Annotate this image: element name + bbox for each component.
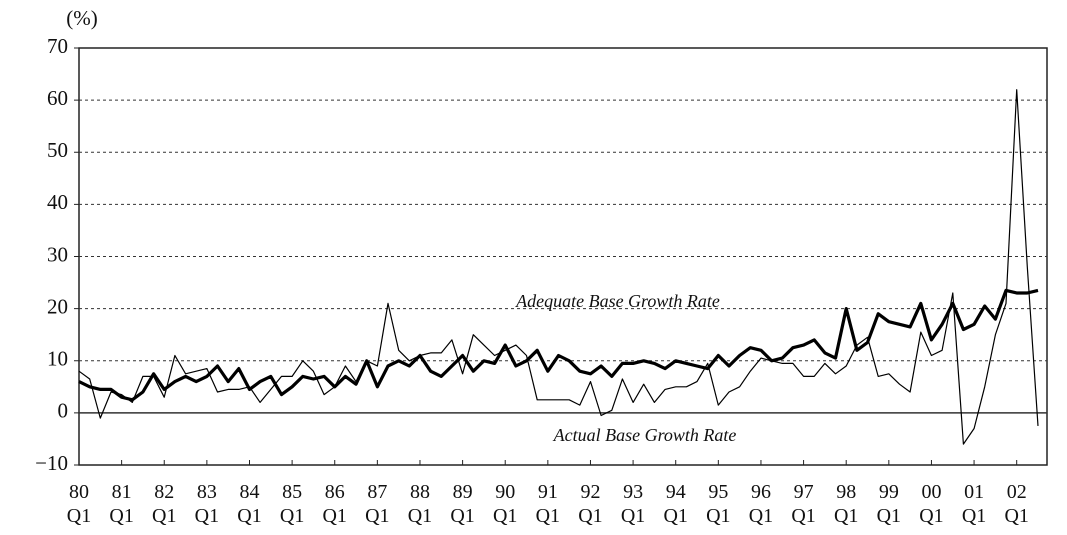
y-tick-label: 60 bbox=[47, 86, 68, 110]
x-tick-label: 85 Q1 bbox=[279, 481, 305, 527]
x-tick-label: 81 Q1 bbox=[109, 481, 134, 527]
x-tick-label: 98 Q1 bbox=[833, 481, 859, 527]
y-tick-label: −10 bbox=[35, 451, 68, 475]
x-tick-label: 82 Q1 bbox=[152, 481, 177, 527]
x-tick-label: 00 Q1 bbox=[919, 481, 944, 527]
x-tick-label: 95 Q1 bbox=[706, 481, 731, 527]
y-tick-label: 40 bbox=[47, 190, 68, 214]
x-tick-label: 01 Q1 bbox=[961, 481, 987, 527]
x-tick-label: 99 Q1 bbox=[876, 481, 902, 527]
x-tick-label: 86 Q1 bbox=[322, 481, 347, 527]
x-tick-label: 88 Q1 bbox=[407, 481, 433, 527]
x-tick-label: 92 Q1 bbox=[578, 481, 603, 527]
x-tick-label: 80 Q1 bbox=[66, 481, 92, 527]
annotation: Adequate Base Growth Rate bbox=[515, 291, 720, 311]
y-tick-label: 50 bbox=[47, 138, 68, 162]
x-tick-label: 87 Q1 bbox=[365, 481, 390, 527]
x-tick-label: 83 Q1 bbox=[194, 481, 220, 527]
y-tick-label: 10 bbox=[47, 347, 68, 371]
x-tick-label: 93 Q1 bbox=[620, 481, 646, 527]
y-tick-label: 20 bbox=[47, 294, 68, 318]
x-tick-label: 02 Q1 bbox=[1004, 481, 1029, 527]
x-tick-label: 90 Q1 bbox=[492, 481, 518, 527]
y-tick-label: 0 bbox=[58, 399, 69, 423]
x-tick-label: 97 Q1 bbox=[791, 481, 816, 527]
unit-label: (%) bbox=[66, 6, 97, 30]
x-tick-label: 94 Q1 bbox=[663, 481, 688, 527]
series-line bbox=[78, 288, 1039, 402]
x-tick-label: 96 Q1 bbox=[748, 481, 774, 527]
y-tick-label: 70 bbox=[47, 34, 68, 58]
x-tick-label: 84 Q1 bbox=[237, 481, 262, 527]
y-tick-label: 30 bbox=[47, 242, 68, 266]
annotation: Actual Base Growth Rate bbox=[553, 425, 737, 445]
x-tick-label: 91 Q1 bbox=[535, 481, 561, 527]
series-line bbox=[78, 89, 1039, 445]
x-tick-label: 89 Q1 bbox=[450, 481, 475, 527]
